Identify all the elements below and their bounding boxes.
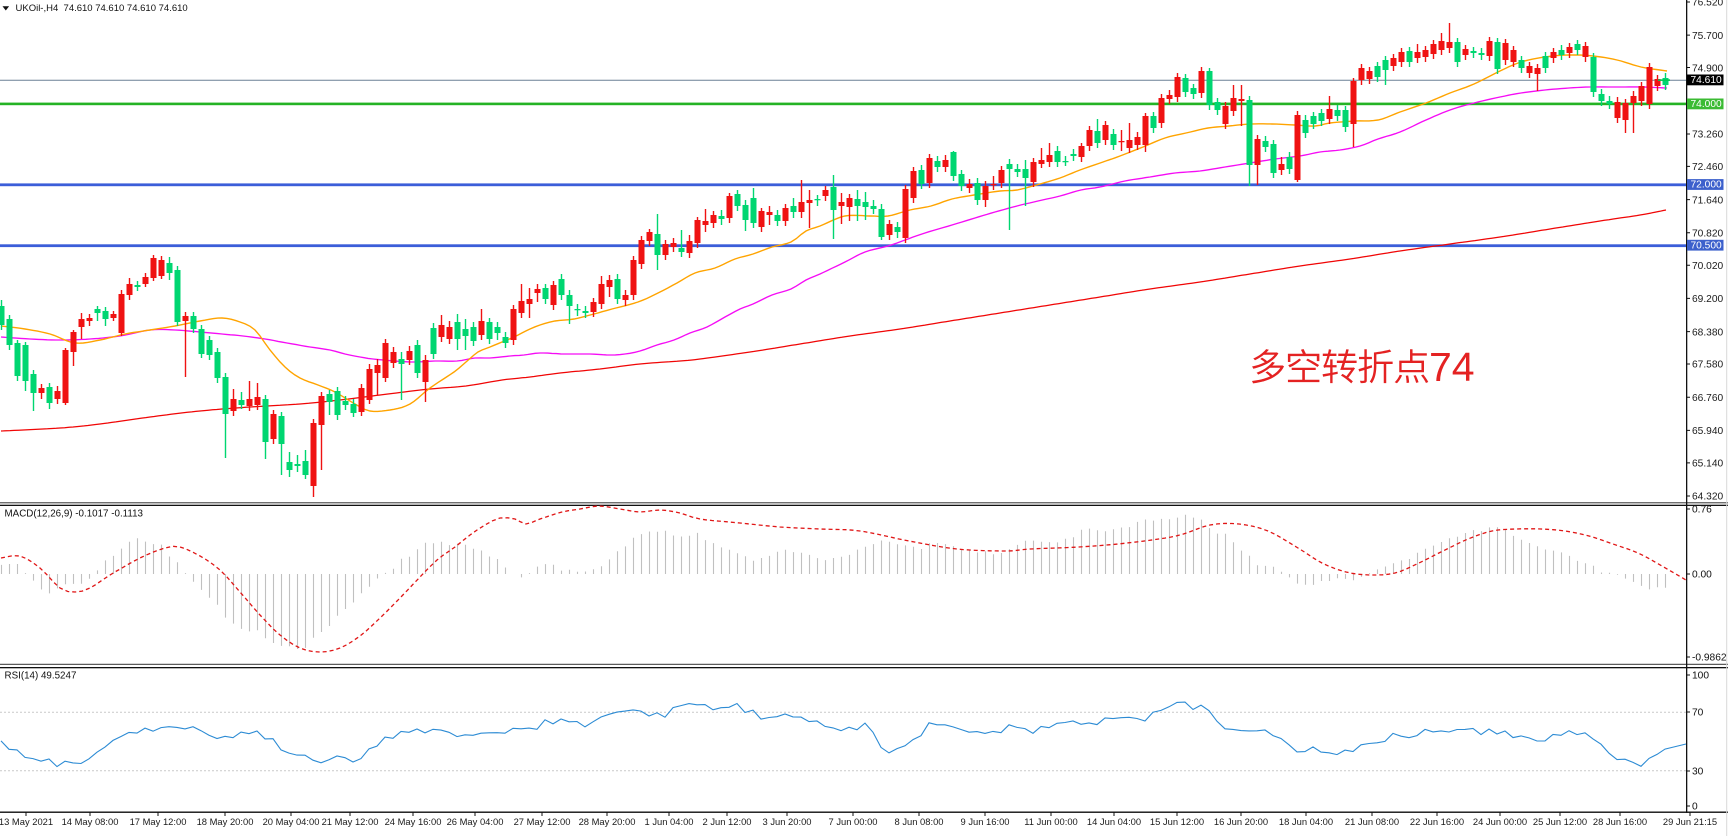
svg-text:8 Jun 08:00: 8 Jun 08:00: [895, 816, 944, 827]
svg-text:28 Jun 16:00: 28 Jun 16:00: [1593, 816, 1647, 827]
svg-text:1 Jun 04:00: 1 Jun 04:00: [645, 816, 694, 827]
svg-text:14 May 08:00: 14 May 08:00: [62, 816, 119, 827]
svg-text:21 Jun 08:00: 21 Jun 08:00: [1345, 816, 1399, 827]
svg-text:69.200: 69.200: [1692, 294, 1723, 305]
svg-text:14 Jun 04:00: 14 Jun 04:00: [1087, 816, 1141, 827]
svg-text:18 May 20:00: 18 May 20:00: [197, 816, 254, 827]
svg-text:0.00: 0.00: [1692, 570, 1712, 581]
svg-text:100: 100: [1692, 671, 1709, 682]
svg-text:64.320: 64.320: [1692, 492, 1723, 503]
svg-text:7 Jun 00:00: 7 Jun 00:00: [829, 816, 878, 827]
svg-text:9 Jun 16:00: 9 Jun 16:00: [961, 816, 1010, 827]
svg-text:70.820: 70.820: [1692, 228, 1723, 239]
svg-text:70.500: 70.500: [1691, 240, 1722, 251]
svg-text:2 Jun 12:00: 2 Jun 12:00: [703, 816, 752, 827]
svg-text:76.520: 76.520: [1692, 0, 1723, 9]
svg-text:74.000: 74.000: [1691, 99, 1722, 110]
svg-text:70: 70: [1692, 708, 1704, 719]
svg-text:26 May 04:00: 26 May 04:00: [447, 816, 504, 827]
svg-text:72.460: 72.460: [1692, 162, 1723, 173]
svg-text:30: 30: [1692, 767, 1704, 778]
svg-text:65.940: 65.940: [1692, 426, 1723, 437]
svg-text:66.760: 66.760: [1692, 393, 1723, 404]
svg-text:65.140: 65.140: [1692, 459, 1723, 470]
svg-text:29 Jun 21:15: 29 Jun 21:15: [1663, 816, 1717, 827]
svg-text:67.580: 67.580: [1692, 360, 1723, 371]
svg-text:73.260: 73.260: [1692, 130, 1723, 141]
svg-text:3 Jun 20:00: 3 Jun 20:00: [763, 816, 812, 827]
svg-text:27 May 12:00: 27 May 12:00: [514, 816, 571, 827]
svg-text:72.000: 72.000: [1691, 180, 1722, 191]
svg-text:16 Jun 20:00: 16 Jun 20:00: [1214, 816, 1268, 827]
svg-text:25 Jun 12:00: 25 Jun 12:00: [1533, 816, 1587, 827]
svg-text:70.020: 70.020: [1692, 261, 1723, 272]
svg-text:13 May 2021: 13 May 2021: [0, 816, 53, 827]
svg-text:68.380: 68.380: [1692, 327, 1723, 338]
svg-text:71.640: 71.640: [1692, 195, 1723, 206]
svg-text:-0.9862: -0.9862: [1692, 653, 1727, 664]
svg-text:UKOil-,H4 74.610 74.610 74.61: UKOil-,H4 74.610 74.610 74.610 74.610: [16, 3, 188, 14]
svg-text:MACD(12,26,9) -0.1017 -0.1113: MACD(12,26,9) -0.1017 -0.1113: [5, 509, 144, 520]
svg-text:24 May 16:00: 24 May 16:00: [385, 816, 442, 827]
svg-text:20 May 04:00: 20 May 04:00: [263, 816, 320, 827]
svg-text:RSI(14) 49.5247: RSI(14) 49.5247: [5, 671, 77, 682]
svg-text:74.900: 74.900: [1692, 63, 1723, 74]
svg-text:74: 74: [1429, 344, 1475, 390]
svg-text:11 Jun 00:00: 11 Jun 00:00: [1024, 816, 1078, 827]
svg-text:17 May 12:00: 17 May 12:00: [130, 816, 187, 827]
svg-text:0.76: 0.76: [1692, 505, 1712, 516]
svg-text:18 Jun 04:00: 18 Jun 04:00: [1279, 816, 1333, 827]
svg-text:0: 0: [1692, 802, 1698, 813]
svg-text:74.610: 74.610: [1691, 75, 1722, 86]
svg-text:22 Jun 16:00: 22 Jun 16:00: [1410, 816, 1464, 827]
svg-text:75.700: 75.700: [1692, 31, 1723, 42]
svg-text:21 May 12:00: 21 May 12:00: [322, 816, 379, 827]
svg-text:15 Jun 12:00: 15 Jun 12:00: [1150, 816, 1204, 827]
svg-text:24 Jun 00:00: 24 Jun 00:00: [1473, 816, 1527, 827]
svg-text:28 May 20:00: 28 May 20:00: [579, 816, 636, 827]
